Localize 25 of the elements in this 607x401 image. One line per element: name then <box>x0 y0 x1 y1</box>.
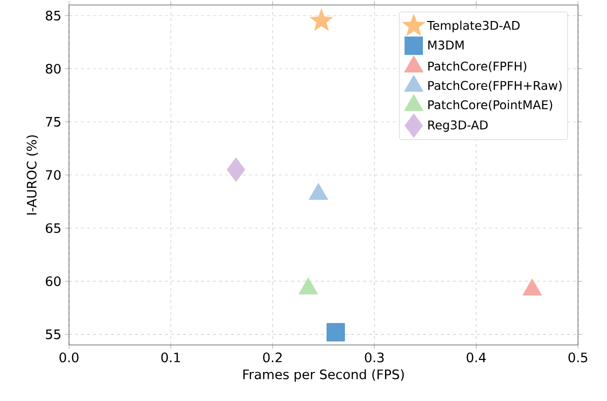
x-tick-label: 0.2 <box>263 352 282 362</box>
legend-label: PatchCore(FPFH+Raw) <box>428 80 562 92</box>
y-axis-title: I-AUROC (%) <box>26 135 38 215</box>
point <box>310 8 334 31</box>
x-tick-label: 0.3 <box>364 352 384 362</box>
x-tick-label: 0.1 <box>161 352 180 362</box>
x-tick-label: 0.4 <box>466 352 486 362</box>
point <box>522 278 542 296</box>
y-tick-label: 60 <box>46 276 61 286</box>
y-tick-label: 55 <box>46 330 60 340</box>
y-tick-label: 85 <box>46 10 60 21</box>
legend-label: Template3D-AD <box>427 20 520 32</box>
y-tick-label: 80 <box>46 64 61 74</box>
x-axis-title: Frames per Second (FPS) <box>243 369 404 382</box>
x-tick-label: 0.5 <box>568 352 588 362</box>
y-tick-label: 75 <box>46 117 60 127</box>
point <box>298 277 318 294</box>
x-tick-label: 0.0 <box>60 352 78 362</box>
legend-label: M3DM <box>428 40 464 50</box>
y-tick-label: 70 <box>46 170 61 180</box>
point <box>308 182 328 200</box>
legend-label: Reg3D-AD <box>428 120 488 132</box>
y-tick-label: 65 <box>46 223 60 234</box>
legend-label: PatchCore(PointMAE) <box>428 100 552 111</box>
legend-label: PatchCore(FPFH) <box>428 61 526 72</box>
